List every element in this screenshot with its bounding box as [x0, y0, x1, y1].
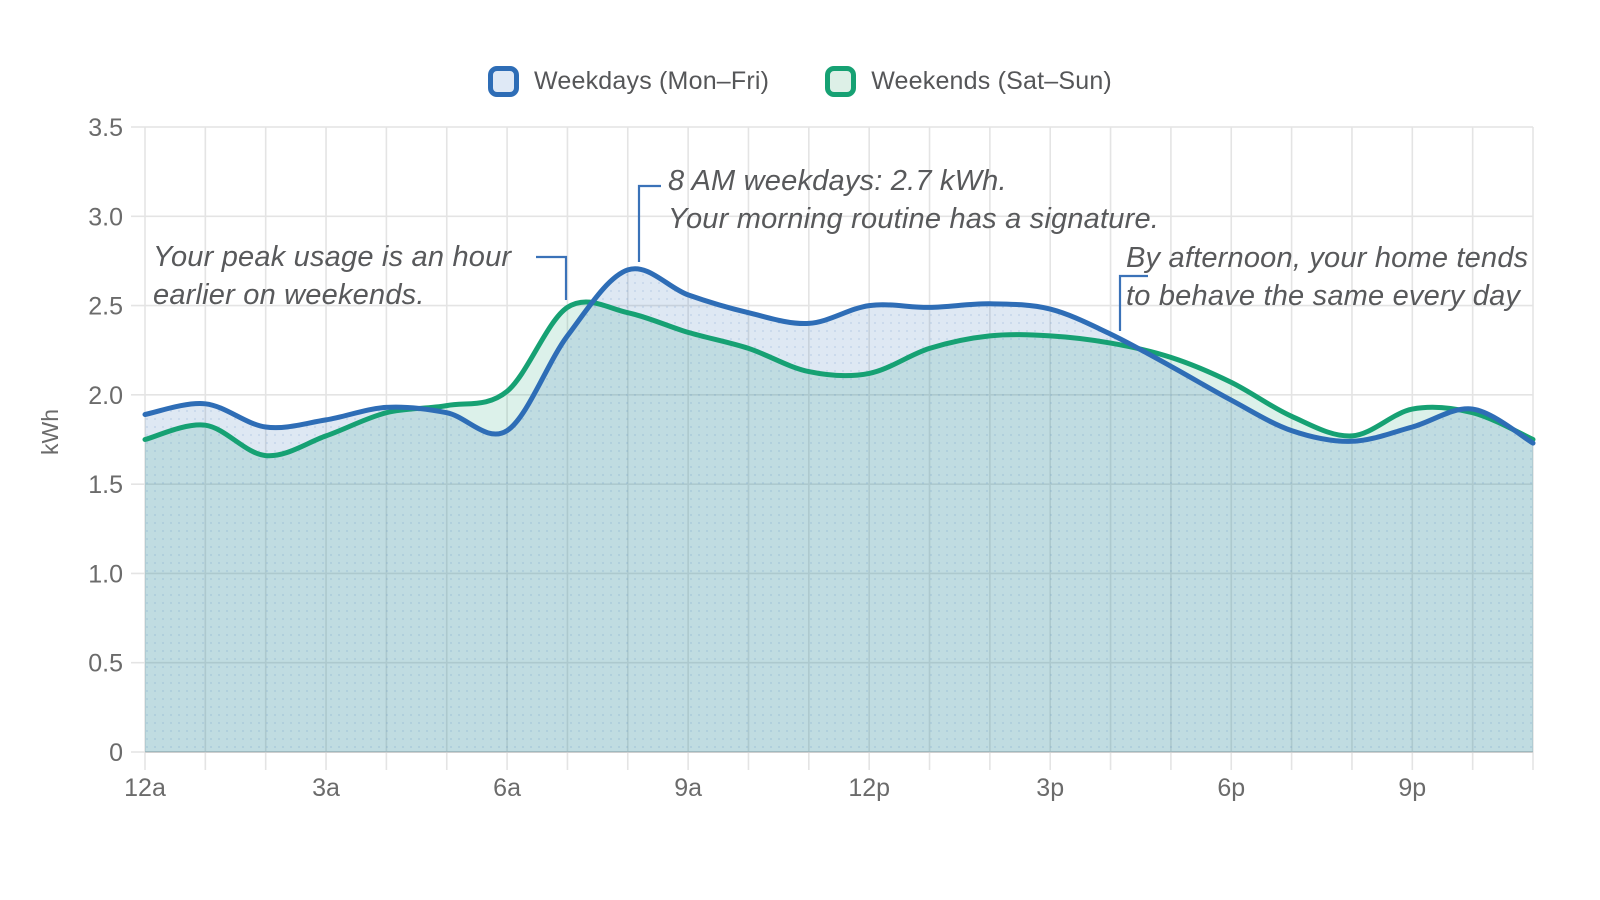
x-tick-label: 12p	[848, 774, 890, 802]
y-tick-label: 0.5	[88, 650, 123, 678]
annotation-line: 8 AM weekdays: 2.7 kWh.	[668, 165, 1007, 197]
x-tick-label: 3p	[1036, 774, 1064, 802]
annotation-connector-weekend-peak	[536, 255, 568, 300]
weekdays-swatch-icon	[488, 66, 520, 97]
x-tick-label: 6p	[1217, 774, 1245, 802]
y-tick-label: 3.5	[88, 114, 123, 142]
annotation-connector-weekday-morning-peak	[637, 184, 661, 262]
weekends-legend-label: Weekends (Sat–Sun)	[871, 67, 1112, 95]
y-tick-label: 1.0	[88, 560, 123, 588]
x-tick-label: 9p	[1398, 774, 1426, 802]
annotation-weekend-peak: Your peak usage is an hour earlier on we…	[153, 238, 511, 314]
y-tick-label: 2.5	[88, 293, 123, 321]
y-axis-title: kWh	[37, 409, 63, 455]
annotation-line: earlier on weekends.	[153, 279, 425, 311]
x-tick-label: 9a	[674, 774, 702, 802]
weekdays-legend-label: Weekdays (Mon–Fri)	[534, 67, 770, 95]
legend-item-weekdays[interactable]: Weekdays (Mon–Fri)	[488, 66, 769, 97]
series-line-0	[142, 266, 1536, 446]
annotation-weekday-morning-peak: 8 AM weekdays: 2.7 kWh. Your morning rou…	[668, 162, 1159, 238]
annotation-line: Your morning routine has a signature.	[668, 203, 1160, 235]
annotation-afternoon-convergence: By afternoon, your home tends to behave …	[1126, 239, 1528, 315]
legend-item-weekends[interactable]: Weekends (Sat–Sun)	[825, 66, 1112, 97]
y-tick-label: 2.0	[88, 382, 123, 410]
series-line-1	[142, 299, 1536, 459]
annotation-line: Your peak usage is an hour	[153, 241, 512, 273]
y-tick-label: 1.5	[88, 471, 123, 499]
annotation-line: to behave the same every day	[1126, 280, 1521, 312]
x-tick-label: 12a	[124, 774, 166, 802]
x-tick-label: 3a	[312, 774, 340, 802]
annotation-connector-afternoon-convergence	[1118, 274, 1148, 331]
legend: Weekdays (Mon–Fri) Weekends (Sat–Sun)	[0, 66, 1600, 97]
y-tick-label: 3.0	[88, 203, 123, 231]
annotation-line: By afternoon, your home tends	[1126, 242, 1529, 274]
weekday-area-texture	[145, 268, 1533, 752]
weekends-swatch-icon	[825, 66, 857, 97]
y-tick-label: 0	[109, 739, 123, 767]
x-tick-label: 6a	[493, 774, 521, 802]
